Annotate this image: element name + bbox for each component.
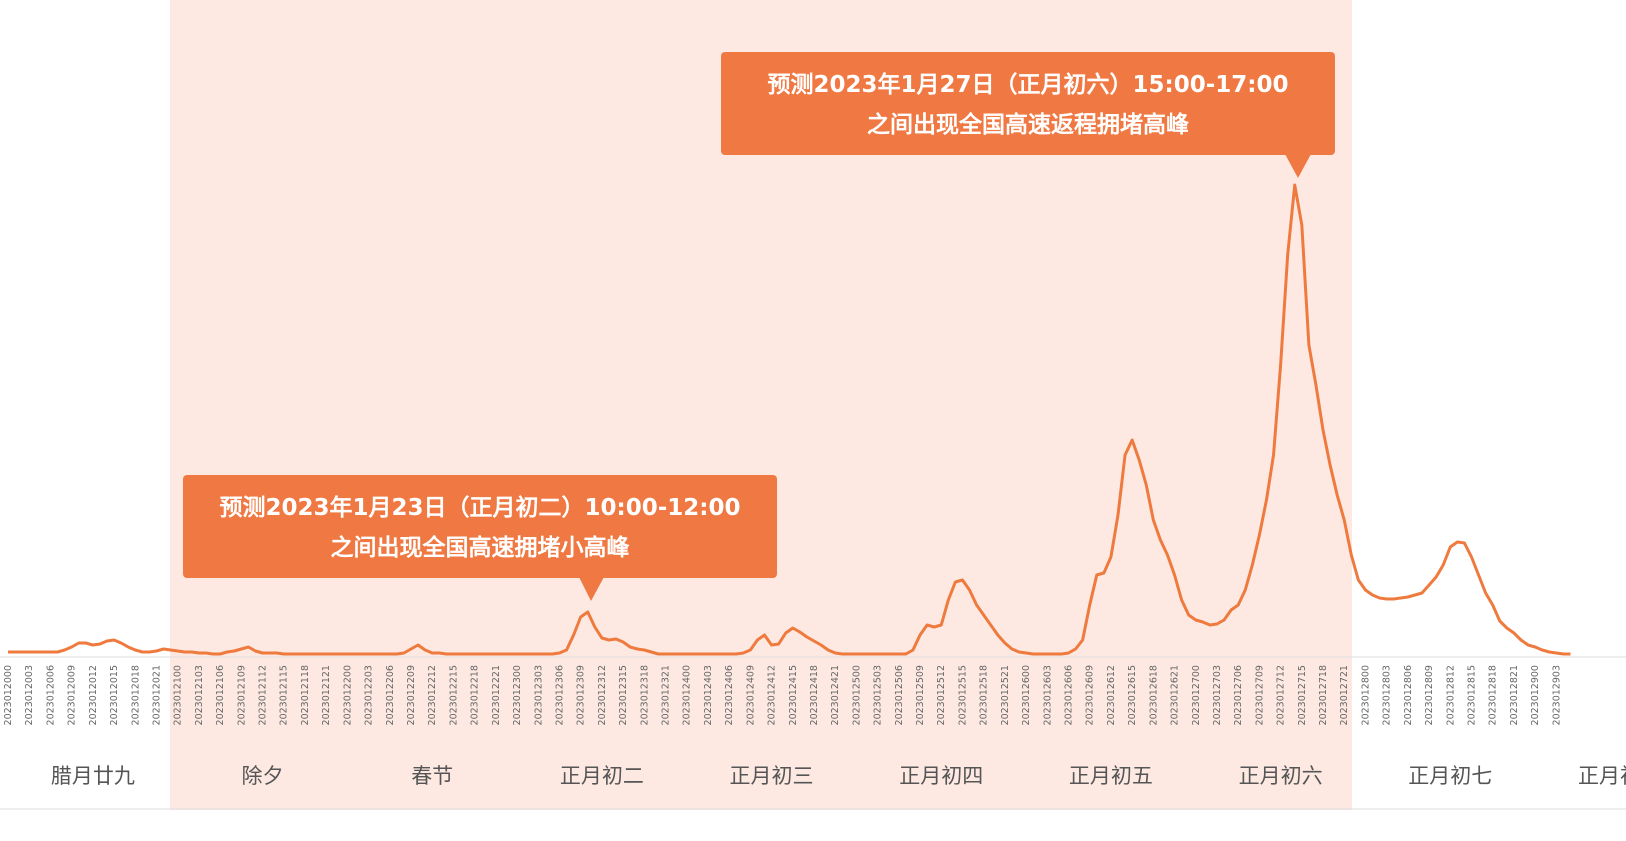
x-tick-label: 2023012112 [258, 665, 269, 725]
x-tick-label: 2023012312 [597, 665, 608, 725]
x-tick-label: 2023012000 [3, 665, 14, 725]
x-tick-label: 2023012109 [236, 665, 247, 725]
x-tick-label: 2023012509 [915, 665, 926, 725]
x-tick-label: 2023012500 [851, 665, 862, 725]
x-tick-label: 2023012418 [809, 665, 820, 725]
day-label: 正月初三 [730, 764, 814, 788]
x-tick-label: 2023012012 [88, 665, 99, 725]
callout-text: 预测2023年1月27日（正月初六）15:00-17:00 [768, 71, 1289, 98]
x-tick-label: 2023012121 [321, 665, 332, 725]
x-tick-label: 2023012512 [936, 665, 947, 725]
x-tick-label: 2023012212 [427, 665, 438, 725]
series-line [8, 183, 1571, 656]
callout-pointer [579, 577, 604, 601]
x-tick-label: 2023012609 [1085, 665, 1096, 725]
x-tick-label: 2023012409 [745, 665, 756, 725]
x-tick-label: 2023012215 [448, 665, 459, 725]
x-tick-label: 2023012615 [1127, 665, 1138, 725]
x-tick-label: 2023012403 [703, 665, 714, 725]
x-tick-label: 2023012700 [1191, 665, 1202, 725]
x-tick-label: 2023012515 [957, 665, 968, 725]
x-tick-label: 2023012400 [682, 665, 693, 725]
x-tick-label: 2023012300 [512, 665, 523, 725]
x-tick-label: 2023012600 [1021, 665, 1032, 725]
x-tick-label: 2023012809 [1424, 665, 1435, 725]
day-label: 春节 [411, 764, 453, 788]
x-tick-label: 2023012100 [173, 665, 184, 725]
x-tick-label: 2023012521 [1000, 665, 1011, 725]
x-tick-label: 2023012306 [554, 665, 565, 725]
x-tick-label: 2023012715 [1297, 665, 1308, 725]
x-tick-label: 2023012903 [1551, 665, 1562, 725]
x-tick-label: 2023012900 [1530, 665, 1541, 725]
callout: 预测2023年1月27日（正月初六）15:00-17:00 之间出现全国高速返程… [721, 52, 1335, 178]
x-tick-label: 2023012006 [45, 665, 56, 725]
x-tick-label: 2023012118 [300, 665, 311, 725]
x-tick-label: 2023012003 [24, 665, 35, 725]
x-tick-label: 2023012415 [788, 665, 799, 725]
callout-text: 之间出现全国高速拥堵小高峰 [331, 534, 631, 561]
x-tick-label: 2023012706 [1233, 665, 1244, 725]
x-tick-label: 2023012815 [1466, 665, 1477, 725]
x-tick-label: 2023012209 [406, 665, 417, 725]
x-tick-label: 2023012703 [1212, 665, 1223, 725]
x-tick-label: 2023012612 [1106, 665, 1117, 725]
x-tick-label: 2023012800 [1360, 665, 1371, 725]
x-tick-label: 2023012618 [1148, 665, 1159, 725]
x-tick-label: 2023012412 [767, 665, 778, 725]
x-tick-label: 2023012103 [194, 665, 205, 725]
callout-pointer [1285, 154, 1311, 178]
x-tick-label: 2023012303 [533, 665, 544, 725]
x-tick-label: 2023012806 [1403, 665, 1414, 725]
x-tick-label: 2023012115 [279, 665, 290, 725]
x-tick-label: 2023012221 [491, 665, 502, 725]
x-tick-label: 2023012803 [1382, 665, 1393, 725]
day-label: 除夕 [242, 764, 284, 788]
x-tick-label: 2023012709 [1254, 665, 1265, 725]
x-tick-label: 2023012603 [1042, 665, 1053, 725]
callout-box [183, 475, 777, 578]
x-tick-label: 2023012812 [1445, 665, 1456, 725]
x-tick-label: 2023012421 [830, 665, 841, 725]
x-tick-label: 2023012315 [618, 665, 629, 725]
x-tick-label: 2023012518 [979, 665, 990, 725]
day-label: 腊月廿九 [51, 764, 135, 788]
x-tick-label: 2023012718 [1318, 665, 1329, 725]
day-label: 正月初六 [1239, 764, 1323, 788]
day-label: 正月初二 [560, 764, 644, 788]
day-label: 正月初五 [1069, 764, 1153, 788]
callout-text: 之间出现全国高速返程拥堵高峰 [867, 111, 1190, 138]
x-tick-label: 2023012106 [215, 665, 226, 725]
callout: 预测2023年1月23日（正月初二）10:00-12:00 之间出现全国高速拥堵… [183, 475, 777, 601]
x-tick-label: 2023012406 [724, 665, 735, 725]
day-label: 正月初八 [1578, 764, 1626, 788]
callout-box [721, 52, 1335, 155]
x-tick-label: 2023012021 [151, 665, 162, 725]
x-tick-label: 2023012721 [1339, 665, 1350, 725]
x-tick-label: 2023012606 [1064, 665, 1075, 725]
day-label: 正月初七 [1408, 764, 1492, 788]
x-tick-label: 2023012309 [576, 665, 587, 725]
x-tick-label: 2023012818 [1488, 665, 1499, 725]
x-tick-label: 2023012712 [1276, 665, 1287, 725]
x-tick-label: 2023012203 [364, 665, 375, 725]
x-tick-label: 2023012318 [639, 665, 650, 725]
x-tick-label: 2023012018 [130, 665, 141, 725]
x-tick-label: 2023012821 [1509, 665, 1520, 725]
x-tick-label: 2023012200 [342, 665, 353, 725]
x-tick-label: 2023012321 [661, 665, 672, 725]
callout-text: 预测2023年1月23日（正月初二）10:00-12:00 [220, 494, 741, 521]
x-tick-label: 2023012621 [1170, 665, 1181, 725]
x-tick-label: 2023012218 [470, 665, 481, 725]
x-tick-label: 2023012009 [67, 665, 78, 725]
x-tick-label: 2023012503 [873, 665, 884, 725]
x-tick-label: 2023012506 [894, 665, 905, 725]
x-tick-label: 2023012015 [109, 665, 120, 725]
day-label: 正月初四 [899, 764, 983, 788]
x-tick-label: 2023012206 [385, 665, 396, 725]
